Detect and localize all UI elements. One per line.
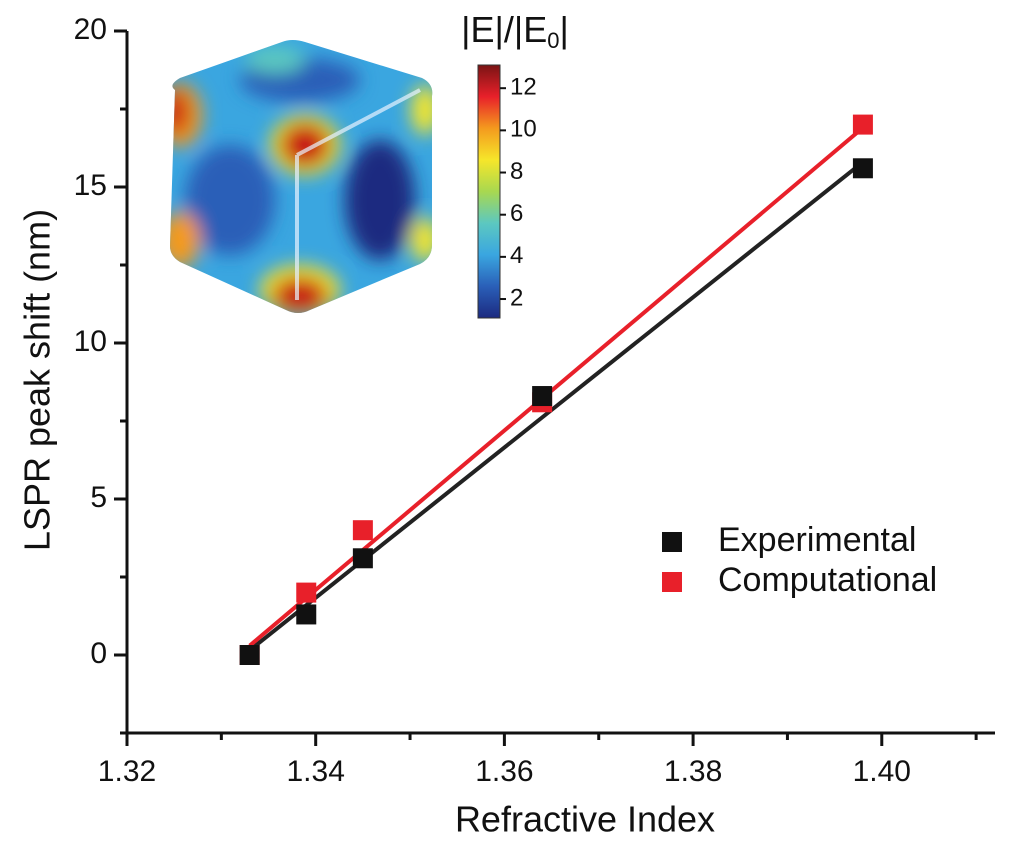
y-tick-label: 10 (74, 325, 107, 358)
y-tick-label: 20 (74, 13, 107, 46)
y-tick-label: 15 (74, 169, 107, 202)
colorbar-tick-label: 6 (510, 200, 523, 227)
x-tick-label: 1.34 (287, 755, 345, 788)
y-tick-label: 0 (90, 637, 107, 670)
colorbar-title: |E|/|E0| (461, 9, 569, 53)
y-axis-title: LSPR peak shift (nm) (17, 209, 58, 551)
colorbar-tick-label: 4 (510, 242, 523, 269)
x-tick-label: 1.32 (98, 755, 156, 788)
colorbar-tick-label: 8 (510, 158, 523, 185)
legend-label: Experimental (718, 521, 916, 559)
marker (853, 158, 873, 178)
x-axis-title: Refractive Index (455, 799, 715, 840)
marker (353, 548, 373, 568)
marker (353, 520, 373, 540)
cube-inset (158, 30, 450, 330)
legend-label: Computational (718, 561, 937, 599)
x-tick-label: 1.38 (664, 755, 722, 788)
legend-marker (662, 572, 682, 592)
x-tick-label: 1.36 (475, 755, 533, 788)
legend-marker (662, 532, 682, 552)
y-tick-label: 5 (90, 481, 107, 514)
colorbar (478, 65, 500, 318)
marker (532, 386, 552, 406)
marker (296, 583, 316, 603)
marker (240, 645, 260, 665)
colorbar-tick-label: 10 (510, 116, 537, 143)
chart: |E|/|E0| Refractive Index LSPR peak shif… (0, 0, 1011, 841)
colorbar-tick-label: 12 (510, 74, 537, 101)
x-tick-label: 1.40 (853, 755, 911, 788)
colorbar-tick-label: 2 (510, 284, 523, 311)
marker (853, 115, 873, 135)
marker (296, 604, 316, 624)
